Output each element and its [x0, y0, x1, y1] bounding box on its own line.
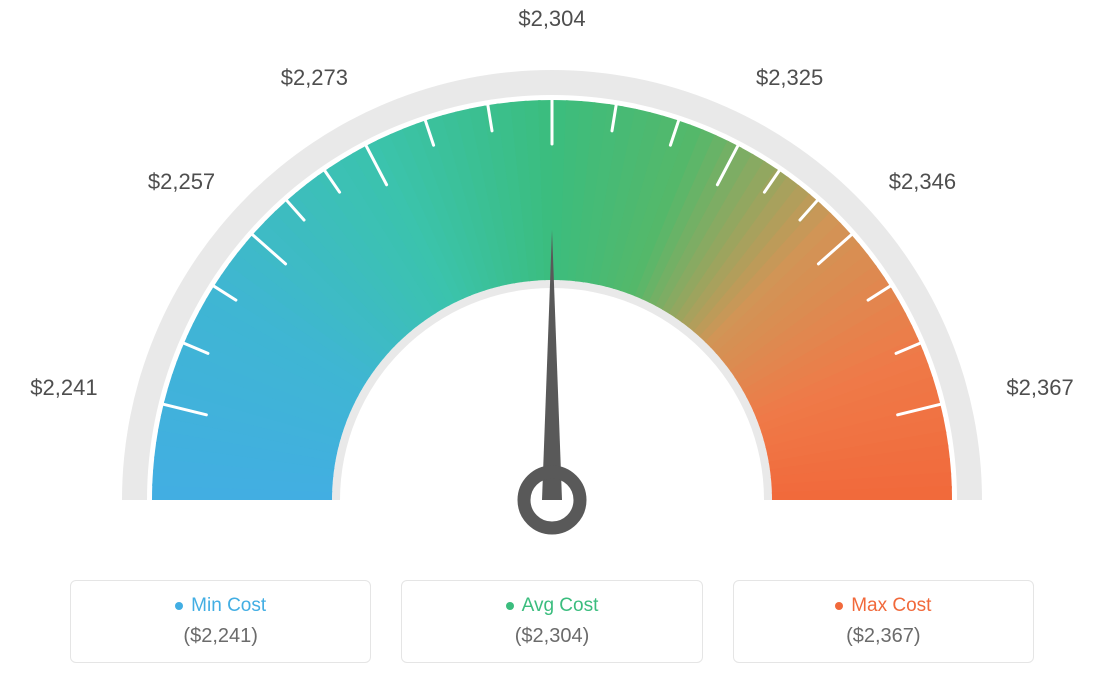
avg-cost-card: Avg Cost ($2,304) [401, 580, 702, 663]
card-title-text: Avg Cost [522, 595, 599, 617]
card-title: Min Cost [175, 595, 266, 617]
gauge-tick-label: $2,257 [148, 169, 215, 195]
dot-icon [835, 602, 843, 610]
gauge-tick-label: $2,325 [756, 65, 823, 91]
gauge-tick-label: $2,367 [1006, 375, 1073, 401]
gauge-svg [0, 0, 1104, 560]
max-cost-card: Max Cost ($2,367) [733, 580, 1034, 663]
gauge-tick-label: $2,304 [518, 6, 585, 32]
card-title-text: Max Cost [851, 595, 931, 617]
dot-icon [506, 602, 514, 610]
dot-icon [175, 602, 183, 610]
min-cost-card: Min Cost ($2,241) [70, 580, 371, 663]
card-value: ($2,241) [89, 625, 352, 648]
card-title: Avg Cost [506, 595, 599, 617]
summary-cards: Min Cost ($2,241) Avg Cost ($2,304) Max … [70, 580, 1034, 663]
card-title-text: Min Cost [191, 595, 266, 617]
card-value: ($2,367) [752, 625, 1015, 648]
gauge-tick-label: $2,241 [30, 375, 97, 401]
card-title: Max Cost [835, 595, 931, 617]
card-value: ($2,304) [420, 625, 683, 648]
gauge-chart: $2,241 $2,257 $2,273 $2,304 $2,325 $2,346 $2,3… [0, 0, 1104, 560]
gauge-tick-label: $2,346 [889, 169, 956, 195]
gauge-tick-label: $2,273 [281, 65, 348, 91]
